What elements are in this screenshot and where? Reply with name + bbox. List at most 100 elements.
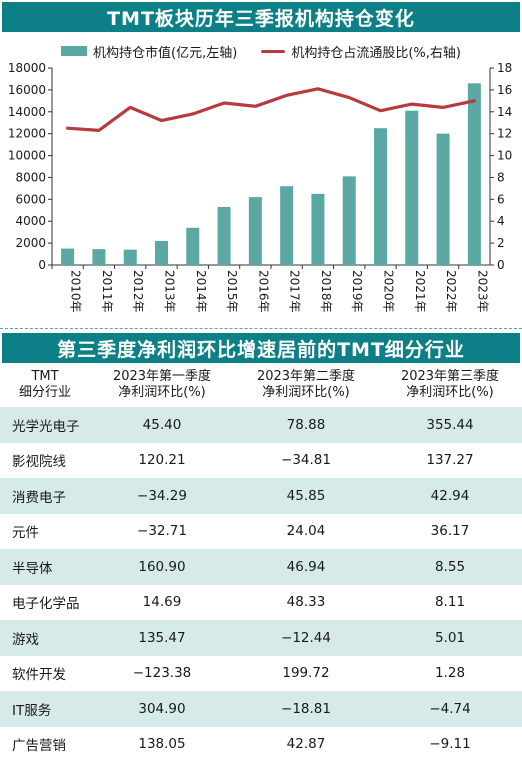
y-left-tick-label: 16000	[8, 83, 46, 97]
qoq-value: −32.71	[137, 523, 187, 540]
x-tick-label: 2019年	[350, 270, 364, 313]
table-row: 电子化学品 14.69 48.33 8.11	[0, 585, 522, 621]
x-tick-label: 2013年	[163, 270, 177, 313]
bar	[248, 197, 262, 265]
bar	[123, 249, 137, 265]
table-row: 软件开发 −123.38 199.72 1.28	[0, 656, 522, 692]
qoq-value: 137.27	[426, 452, 474, 469]
y-left-tick-label: 10000	[8, 149, 46, 163]
qoq-value: 120.21	[138, 452, 186, 469]
industry-name: 软件开发	[12, 667, 66, 684]
bar	[280, 186, 294, 265]
qoq-value: 45.85	[286, 487, 326, 504]
industry-name: IT服务	[12, 702, 52, 719]
qoq-value: −34.81	[281, 452, 331, 469]
y-right-tick-label: 6	[497, 192, 505, 206]
qoq-value: −4.74	[429, 700, 471, 717]
y-right-tick-label: 14	[497, 105, 512, 119]
bar	[436, 133, 450, 265]
industry-name: 半导体	[12, 560, 53, 577]
qoq-value: 135.47	[138, 629, 186, 646]
qoq-value: 42.94	[430, 487, 470, 504]
qoq-value: 46.94	[286, 558, 326, 575]
x-tick-label: 2022年	[444, 270, 458, 313]
y-right-tick-label: 12	[497, 127, 512, 141]
y-left-tick-label: 2000	[15, 236, 46, 250]
bar	[61, 248, 75, 265]
combo-chart: 0200040006000800010000120001400016000180…	[8, 62, 512, 313]
x-tick-label: 2012年	[131, 270, 145, 313]
table-header: TMT 细分行业 2023年第一季度 净利润环比(%) 2023年第二季度 净利润环比(%…	[0, 363, 522, 407]
table-row: 消费电子 −34.29 45.85 42.94	[0, 478, 522, 514]
industry-name: 广告营销	[12, 738, 66, 755]
y-right-tick-label: 4	[497, 214, 505, 228]
y-right-tick-label: 2	[497, 236, 505, 250]
bar	[342, 176, 356, 265]
qoq-value: 24.04	[286, 523, 326, 540]
bar	[92, 249, 106, 265]
legend-bar-label: 机构持仓市值(亿元,左轴)	[93, 45, 238, 61]
header-text: 2023年第一季度	[112, 369, 212, 384]
bar	[467, 83, 481, 265]
y-left-tick-label: 18000	[8, 62, 46, 75]
chart-title: TMT板块历年三季报机构持仓变化	[2, 2, 520, 32]
series-line	[66, 87, 476, 132]
table-row: 影视院线 120.21 −34.81 137.27	[0, 443, 522, 479]
y-right-tick-label: 16	[497, 83, 512, 97]
header-text: 细分行业	[18, 385, 71, 400]
y-left-tick-label: 12000	[8, 127, 46, 141]
y-left-tick-label: 4000	[15, 214, 46, 228]
x-tick-label: 2023年	[475, 270, 489, 313]
qoq-value: 304.90	[138, 700, 186, 717]
table-row: 广告营销 138.05 42.87 −9.11	[0, 727, 522, 763]
table-row: 光学光电子 45.40 78.88 355.44	[0, 407, 522, 443]
industry-name: 消费电子	[12, 489, 66, 506]
bar	[311, 193, 325, 265]
header-cell: 2023年第三季度 净利润环比(%)	[378, 369, 522, 401]
header-cell: TMT 细分行业	[0, 369, 90, 401]
qoq-value: −12.44	[281, 629, 331, 646]
y-left-tick-label: 14000	[8, 105, 46, 119]
bar	[155, 240, 168, 265]
industry-name: 影视院线	[12, 454, 66, 471]
header-cell: 2023年第二季度 净利润环比(%)	[234, 369, 378, 401]
industry-name: 电子化学品	[12, 596, 80, 613]
header-text: TMT	[31, 369, 59, 384]
x-tick-label: 2015年	[225, 270, 239, 313]
y-right-tick-label: 18	[497, 62, 512, 75]
header-text: 净利润环比(%)	[118, 385, 206, 400]
qoq-value: 1.28	[434, 665, 466, 682]
x-tick-label: 2016年	[256, 270, 270, 313]
bar	[374, 128, 387, 265]
table-row: IT服务 304.90 −18.81 −4.74	[0, 691, 522, 727]
x-tick-label: 2010年	[69, 270, 83, 313]
legend-item-bar: 机构持仓市值(亿元,左轴)	[61, 42, 237, 61]
industry-name: 元件	[12, 525, 39, 542]
qoq-value: 5.01	[434, 629, 466, 646]
header-text: 净利润环比(%)	[406, 385, 494, 400]
industry-name: 游戏	[12, 631, 39, 648]
table-body: 光学光电子 45.40 78.88 355.44 影视院线 120.21 −34.81 137…	[0, 407, 522, 762]
chart-legend: 机构持仓市值(亿元,左轴) 机构持仓占流通股比(%,右轴)	[0, 40, 522, 62]
qoq-value: 138.05	[138, 736, 186, 753]
y-left-tick-label: 0	[38, 258, 46, 272]
legend-item-line: 机构持仓占流通股比(%,右轴)	[261, 42, 461, 61]
qoq-value: 14.69	[142, 594, 182, 611]
qoq-value: 8.55	[434, 558, 466, 575]
table-row: 元件 −32.71 24.04 36.17	[0, 514, 522, 550]
header-text: 净利润环比(%)	[262, 385, 350, 400]
qoq-value: −18.81	[281, 700, 331, 717]
y-left-tick-label: 6000	[15, 192, 46, 206]
qoq-value: 45.40	[142, 416, 182, 433]
qoq-value: 36.17	[430, 523, 470, 540]
y-right-tick-label: 8	[497, 170, 505, 184]
x-tick-label: 2017年	[288, 270, 302, 313]
header-cell: 2023年第一季度 净利润环比(%)	[90, 369, 234, 401]
x-tick-label: 2014年	[194, 270, 208, 313]
x-tick-label: 2011年	[100, 270, 114, 313]
industry-name: 光学光电子	[12, 418, 80, 435]
qoq-value: 355.44	[426, 416, 474, 433]
qoq-value: 42.87	[286, 736, 326, 753]
qoq-value: −9.11	[429, 736, 471, 753]
header-text: 2023年第二季度	[256, 369, 356, 384]
